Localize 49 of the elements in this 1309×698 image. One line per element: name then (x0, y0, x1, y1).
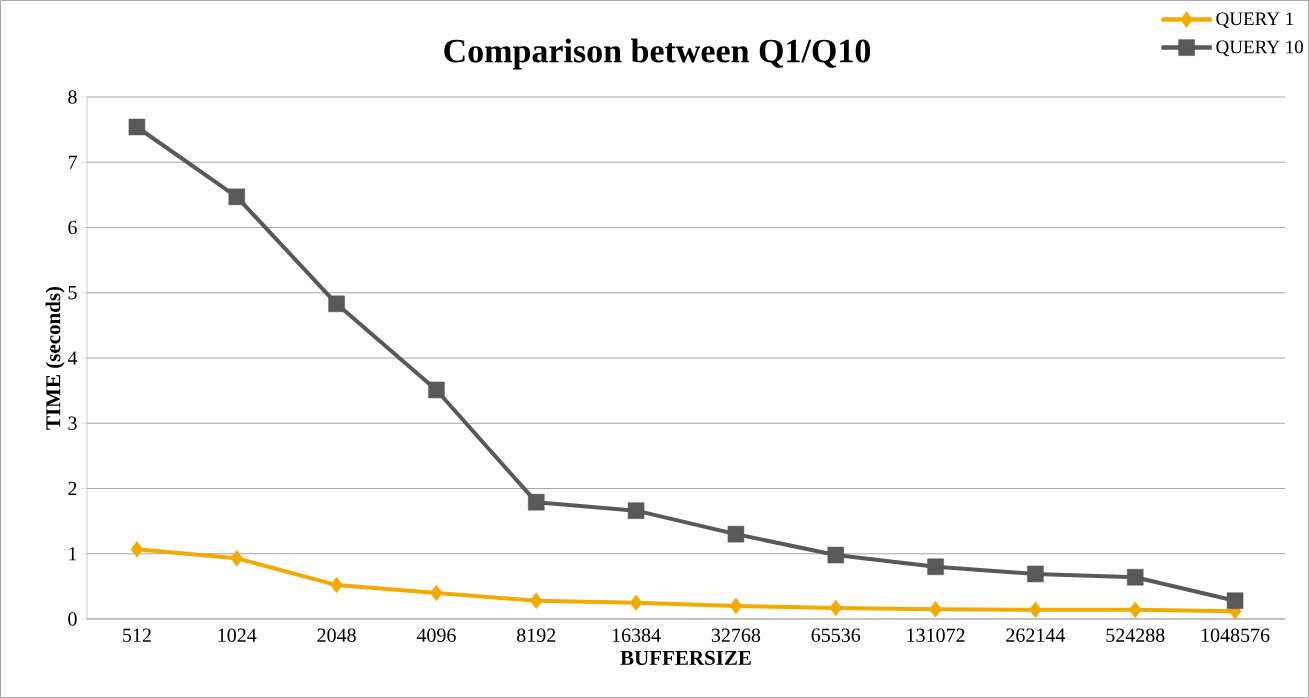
x-tick-label: 32768 (711, 628, 761, 643)
x-tick-label: 131072 (907, 628, 965, 643)
point (330, 576, 343, 594)
point (629, 594, 643, 611)
x-tick-label: 65536 (811, 628, 861, 642)
y-tick-label: 6 (68, 220, 77, 235)
point (929, 600, 942, 618)
y-tick-label: 1 (69, 547, 77, 561)
point (230, 550, 244, 567)
point (627, 502, 645, 519)
legend-label: QUERY 1 (1216, 12, 1294, 29)
y-tick-label: 4 (67, 351, 78, 365)
point (430, 584, 443, 602)
point (827, 546, 844, 564)
y-tick-label: 5 (68, 286, 77, 300)
point (328, 295, 345, 313)
point (829, 599, 842, 617)
x-tick-label: 4096 (416, 628, 456, 643)
y-tick-label: 0 (68, 612, 77, 626)
x-tick-label: 1048576 (1201, 628, 1270, 643)
point (1226, 592, 1244, 609)
y-axis-title: TIME (seconds) (45, 286, 65, 430)
point (1128, 601, 1142, 619)
point (130, 540, 144, 558)
point (428, 381, 445, 399)
x-tick-label: 524288 (1106, 628, 1165, 643)
x-tick-label: 2048 (317, 628, 356, 643)
point (530, 592, 543, 609)
x-axis-title: BUFFERSIZE (620, 650, 751, 665)
y-tick-label: 2 (68, 481, 77, 496)
x-tick-label: 262144 (1006, 628, 1066, 642)
x-tick-label: 8192 (517, 628, 556, 643)
point (1029, 601, 1042, 619)
point (528, 493, 545, 511)
chart-title: Comparison between Q1/Q10 (444, 38, 871, 70)
point (727, 525, 745, 543)
x-tick-label: 16384 (612, 628, 661, 643)
x-tick-label: 512 (123, 628, 151, 642)
point (1027, 565, 1044, 583)
x-tick-label: 1024 (218, 628, 257, 643)
point (228, 188, 246, 206)
y-tick-label: 8 (68, 90, 77, 104)
point (927, 558, 944, 576)
point (729, 597, 743, 615)
y-tick-label: 3 (68, 416, 77, 430)
legend-label: QUERY 10 (1216, 40, 1303, 57)
y-tick-label: 7 (68, 155, 77, 169)
point (128, 118, 146, 136)
point (1126, 568, 1144, 586)
